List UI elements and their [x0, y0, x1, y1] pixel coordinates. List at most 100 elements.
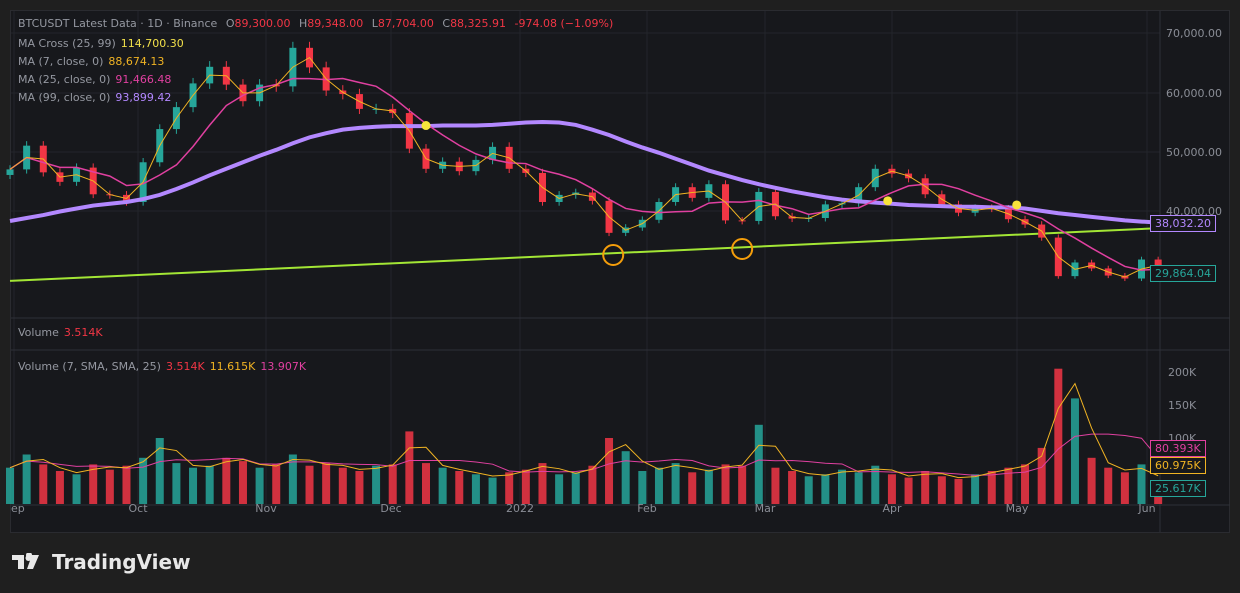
indicator-value: 93,899.42 — [115, 91, 172, 104]
o-label: O — [225, 17, 235, 30]
volume-sma7-tag: 60.975K — [1150, 457, 1206, 474]
time-tick: Mar — [754, 502, 776, 515]
volume-tick: 200K — [1168, 366, 1197, 379]
volume-bar — [139, 457, 148, 504]
time-tick: Jun — [1138, 502, 1156, 515]
volume-bar — [72, 474, 81, 504]
volume-bar — [189, 467, 198, 504]
volume-value: 3.514K — [63, 326, 103, 339]
l-label: L — [371, 17, 378, 30]
indicator-label: MA (25, close, 0) — [18, 73, 111, 86]
volume-bar — [887, 474, 896, 504]
indicator-label: MA (7, close, 0) — [18, 55, 104, 68]
indicator-legend[interactable]: MA Cross (25, 99) 114,700.30 — [18, 37, 189, 50]
volume-bar — [438, 467, 447, 504]
volume-bar — [55, 471, 64, 504]
volume-bar — [688, 472, 697, 504]
time-tick: ep — [11, 502, 25, 515]
low-circle-marker — [731, 237, 754, 260]
volume-bar — [405, 431, 414, 504]
h-value: 89,348.00 — [307, 17, 364, 30]
low-circle-marker — [602, 244, 625, 267]
indicator-legend[interactable]: MA (25, close, 0) 91,466.48 — [18, 73, 176, 86]
volume-bar — [1120, 472, 1129, 504]
volume-sma-v3: 13.907K — [260, 360, 307, 373]
indicator-value: 88,674.13 — [108, 55, 165, 68]
price-tick: 40,000.00 — [1166, 205, 1222, 218]
volume-bar — [105, 469, 114, 504]
ma99-line — [9, 119, 1159, 225]
ma-cross-marker — [883, 196, 893, 206]
time-tick: Apr — [882, 502, 902, 515]
volume-bar — [355, 471, 364, 504]
trendline — [9, 227, 1161, 282]
volume-sma7-line — [9, 382, 1159, 479]
volume-bar — [155, 438, 164, 504]
indicator-legend[interactable]: MA (7, close, 0) 88,674.13 — [18, 55, 169, 68]
volume-bar — [1137, 464, 1146, 504]
volume-bar — [555, 474, 564, 504]
volume-bar — [721, 464, 730, 504]
indicator-label: MA Cross (25, 99) — [18, 37, 116, 50]
volume-bar — [605, 438, 614, 504]
volume-bar — [322, 463, 331, 504]
volume-bar — [754, 424, 763, 504]
volume-bar — [821, 474, 830, 504]
time-tick: Dec — [380, 502, 402, 515]
ma-cross-marker — [1012, 200, 1022, 210]
volume-bar — [455, 471, 464, 504]
volume-bar — [854, 472, 863, 504]
volume-bar — [305, 465, 314, 504]
volume-bar — [1087, 457, 1096, 504]
volume-tick: 150K — [1168, 399, 1197, 412]
volume-bar — [488, 477, 497, 504]
ma7-line — [9, 56, 1159, 278]
volume-bar — [838, 469, 846, 504]
symbol-title: BTCUSDT Latest Data · 1D · Binance — [18, 17, 218, 30]
volume-bar — [255, 467, 264, 504]
volume-bar — [172, 463, 181, 504]
volume-sma-v2: 11.615K — [209, 360, 256, 373]
volume-bar — [804, 476, 813, 504]
price-change: -974.08 (−1.09%) — [514, 17, 614, 30]
volume-bar — [571, 472, 580, 504]
volume-bar — [588, 465, 597, 504]
volume-bar — [738, 465, 747, 504]
price-tick: 50,000.00 — [1166, 146, 1222, 159]
volume-bar — [1004, 467, 1013, 504]
volume-bar — [871, 465, 880, 504]
volume-bar — [671, 463, 680, 504]
h-label: H — [298, 17, 308, 30]
volume-bar — [338, 467, 347, 504]
ohlc-open: O89,300.00 — [226, 17, 291, 30]
tradingview-logo[interactable]: TradingView — [12, 550, 191, 574]
volume-bar — [272, 464, 281, 504]
volume-sma-legend: Volume (7, SMA, SMA, 25) 3.514K 11.615K 13.… — [18, 360, 311, 373]
volume-sma-label: Volume (7, SMA, SMA, 25) — [18, 360, 161, 373]
time-tick: 2022 — [506, 502, 534, 515]
ohlc-low: L87,704.00 — [372, 17, 434, 30]
volume-bar — [788, 471, 797, 504]
ma99-price-tag: 38,032.20 — [1150, 215, 1216, 232]
volume-bar — [654, 467, 663, 504]
tradingview-logo-icon — [12, 553, 39, 569]
c-label: C — [442, 17, 451, 30]
indicator-legend[interactable]: MA (99, close, 0) 93,899.42 — [18, 91, 176, 104]
ma25-line — [9, 77, 1159, 271]
volume-bar — [621, 451, 630, 504]
volume-last-tag: 25.617K — [1150, 480, 1206, 497]
volume-bar — [122, 465, 131, 504]
indicator-label: MA (99, close, 0) — [18, 91, 111, 104]
time-tick: Nov — [255, 502, 277, 515]
volume-bar — [505, 472, 514, 504]
volume-bar — [771, 467, 780, 504]
volume-bar — [288, 454, 297, 504]
volume-bar — [471, 474, 480, 504]
time-tick: May — [1005, 502, 1029, 515]
time-tick: Feb — [637, 502, 657, 515]
volume-bar — [1104, 467, 1113, 504]
candle-body — [6, 169, 14, 175]
indicator-value: 91,466.48 — [115, 73, 172, 86]
volume-bar — [638, 471, 647, 504]
